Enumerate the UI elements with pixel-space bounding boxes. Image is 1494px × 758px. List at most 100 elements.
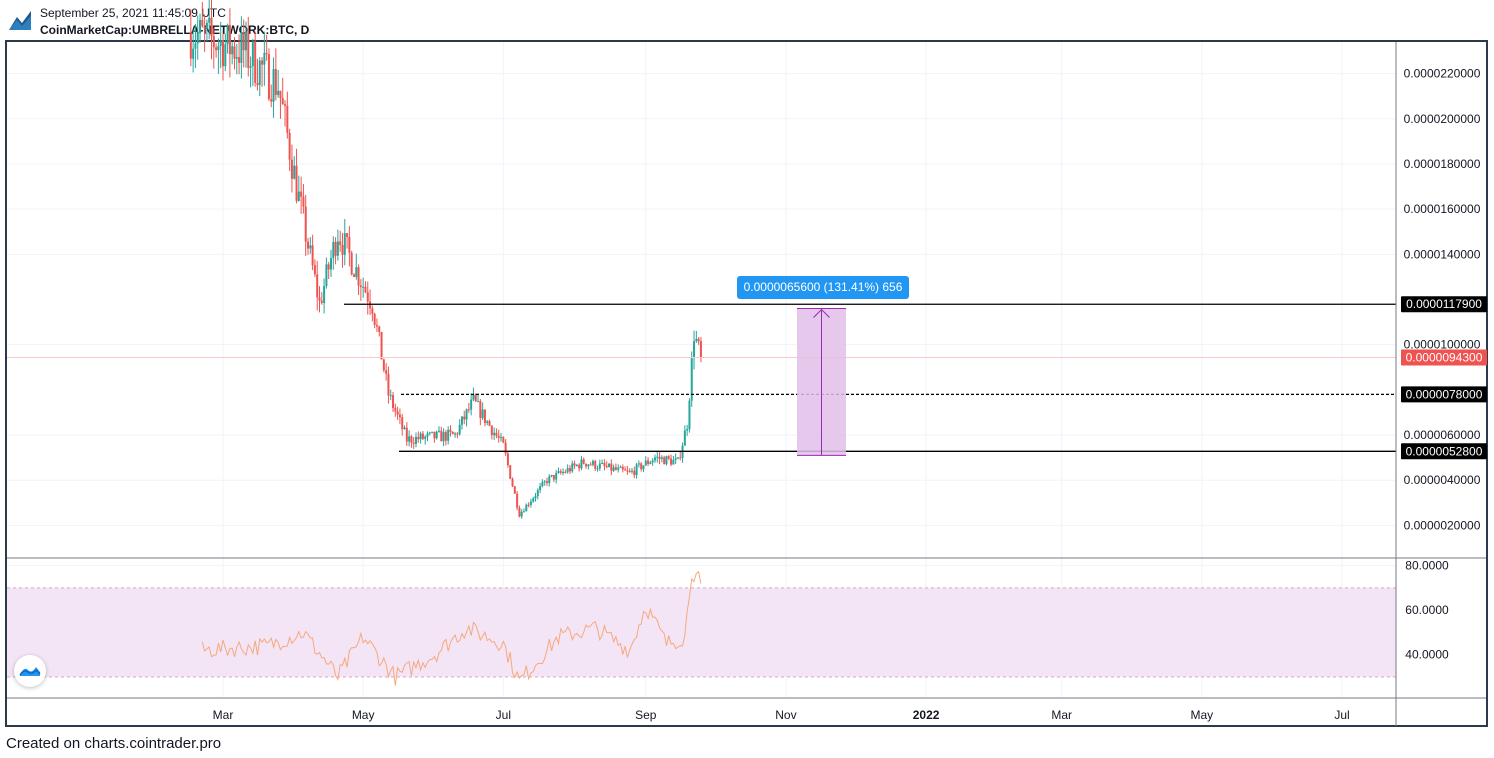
- candle: [307, 238, 310, 255]
- candle: [559, 469, 562, 475]
- candle: [642, 465, 645, 473]
- candle-body: [578, 464, 581, 469]
- candle-body: [366, 292, 369, 302]
- candle: [605, 461, 608, 469]
- candle: [286, 91, 289, 139]
- candle: [575, 463, 578, 467]
- candle-body: [304, 206, 307, 242]
- candle: [249, 56, 252, 88]
- candle: [520, 509, 523, 519]
- candle-body: [552, 475, 555, 480]
- candle-body: [355, 267, 358, 277]
- candle-body: [628, 470, 631, 472]
- candle: [203, 14, 206, 52]
- candle: [442, 428, 445, 447]
- candle: [323, 278, 326, 314]
- candle-body: [621, 466, 624, 470]
- candle: [346, 232, 349, 249]
- candle: [550, 474, 553, 478]
- candle-body: [619, 466, 622, 468]
- candle: [357, 264, 360, 296]
- candle: [688, 398, 691, 433]
- candle-body: [350, 252, 353, 275]
- candle-body: [699, 341, 702, 358]
- candle-body: [290, 159, 293, 179]
- candle: [612, 464, 615, 472]
- candle-body: [465, 409, 468, 420]
- candle-body: [690, 358, 693, 401]
- candle-body: [440, 430, 443, 442]
- candle-body: [693, 341, 696, 359]
- tradingview-badge-icon[interactable]: [14, 655, 46, 687]
- candle: [359, 279, 362, 301]
- candle: [458, 419, 461, 436]
- candle-body: [249, 66, 252, 68]
- candle-body: [513, 486, 516, 494]
- candle: [428, 431, 431, 436]
- candle-body: [258, 60, 261, 86]
- x-tick-label: Nov: [775, 708, 796, 722]
- candle-body: [587, 464, 590, 467]
- candle: [509, 464, 512, 480]
- candle-body: [527, 504, 530, 506]
- candle-body: [500, 437, 503, 439]
- candle-body: [270, 99, 273, 102]
- candle-body: [493, 432, 496, 436]
- x-tick-label: 2022: [913, 708, 940, 722]
- candle-body: [433, 431, 436, 439]
- candle: [348, 225, 351, 267]
- candle-body: [284, 104, 287, 106]
- candle: [663, 455, 666, 465]
- candle-body: [644, 460, 647, 466]
- candle-body: [647, 460, 650, 464]
- candle-body: [630, 470, 633, 472]
- candle-body: [601, 462, 604, 464]
- candle: [500, 432, 503, 442]
- candle-body: [612, 467, 615, 471]
- candle-body: [679, 457, 682, 459]
- candle-body: [624, 469, 627, 471]
- x-tick-label: Jul: [1334, 708, 1349, 722]
- candle-body: [642, 465, 645, 470]
- candle-body: [392, 395, 395, 409]
- candle: [387, 366, 390, 404]
- candle-body: [412, 442, 415, 444]
- candle: [235, 43, 238, 75]
- candle-body: [419, 433, 422, 440]
- candle-body: [470, 399, 473, 410]
- candle-body: [281, 98, 284, 105]
- candle-body: [451, 431, 454, 434]
- candle: [585, 463, 588, 469]
- candle-body: [536, 490, 539, 497]
- candle: [444, 429, 447, 446]
- candle: [568, 465, 571, 474]
- candle: [311, 234, 314, 271]
- candle-body: [596, 468, 599, 470]
- candle-body: [683, 430, 686, 446]
- candle-body: [575, 464, 578, 466]
- candle: [199, 13, 202, 43]
- candle-body: [311, 245, 314, 266]
- candle-body: [398, 414, 401, 418]
- candle: [284, 100, 287, 127]
- candle-body: [196, 33, 199, 44]
- y-tick-label: 0.0000160000: [1404, 202, 1481, 216]
- candle-body: [254, 41, 257, 83]
- candle-body: [598, 463, 601, 469]
- candle-body: [633, 470, 636, 476]
- candle-body: [210, 17, 213, 37]
- candle-body: [233, 46, 236, 59]
- candle: [205, 19, 208, 42]
- candle: [596, 465, 599, 472]
- measure-label: 0.0000065600 (131.41%) 656: [744, 280, 903, 294]
- candle: [228, 8, 231, 78]
- candle: [302, 183, 305, 214]
- rsi-line: [201, 570, 702, 686]
- candle: [272, 57, 275, 118]
- chart-frame[interactable]: [5, 40, 1488, 727]
- candle-body: [277, 90, 280, 95]
- candle: [502, 436, 505, 444]
- candle: [633, 466, 636, 479]
- price-level-label-bg: [1401, 386, 1487, 403]
